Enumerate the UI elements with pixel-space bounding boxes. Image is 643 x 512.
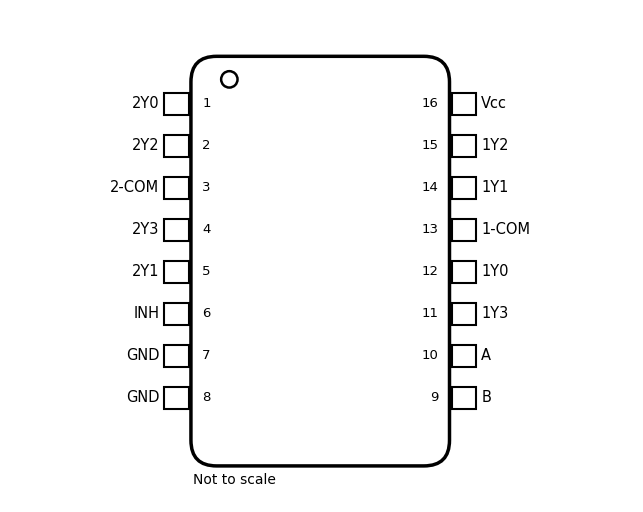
Text: 2Y3: 2Y3 (132, 222, 159, 238)
Bar (451, 345, 476, 367)
Text: 1: 1 (202, 97, 211, 111)
Text: GND: GND (125, 348, 159, 364)
Text: 15: 15 (421, 139, 439, 153)
Text: 7: 7 (202, 349, 211, 362)
Text: B: B (481, 390, 491, 406)
Bar (165, 93, 189, 115)
Text: GND: GND (125, 390, 159, 406)
Text: 2Y1: 2Y1 (132, 264, 159, 280)
Text: 13: 13 (421, 223, 439, 237)
Text: 2: 2 (202, 139, 211, 153)
Text: 1Y1: 1Y1 (481, 180, 509, 196)
Text: Not to scale: Not to scale (193, 474, 276, 487)
Text: 12: 12 (421, 265, 439, 279)
Bar (165, 387, 189, 409)
Text: 3: 3 (202, 181, 211, 195)
Text: 1Y3: 1Y3 (481, 306, 509, 322)
Bar (165, 303, 189, 325)
Text: 2Y2: 2Y2 (132, 138, 159, 154)
Text: 2-COM: 2-COM (110, 180, 159, 196)
Text: 1Y2: 1Y2 (481, 138, 509, 154)
Text: Vcc: Vcc (481, 96, 507, 112)
Text: 8: 8 (202, 391, 210, 404)
Bar (451, 219, 476, 241)
Text: INH: INH (133, 306, 159, 322)
Text: 11: 11 (421, 307, 439, 321)
Bar (165, 219, 189, 241)
Bar (451, 135, 476, 157)
Text: 10: 10 (421, 349, 439, 362)
Text: 16: 16 (421, 97, 439, 111)
Bar (451, 303, 476, 325)
Text: 9: 9 (430, 391, 439, 404)
Bar (451, 261, 476, 283)
Text: A: A (481, 348, 491, 364)
Text: 14: 14 (421, 181, 439, 195)
Text: 4: 4 (202, 223, 210, 237)
Bar (451, 177, 476, 199)
Bar (165, 261, 189, 283)
Text: 2Y0: 2Y0 (132, 96, 159, 112)
Text: 5: 5 (202, 265, 211, 279)
Bar (165, 135, 189, 157)
FancyBboxPatch shape (191, 56, 449, 466)
Bar (451, 93, 476, 115)
Bar (165, 177, 189, 199)
Bar (165, 345, 189, 367)
Bar (451, 387, 476, 409)
Text: 1Y0: 1Y0 (481, 264, 509, 280)
Text: 1-COM: 1-COM (481, 222, 530, 238)
Text: 6: 6 (202, 307, 210, 321)
